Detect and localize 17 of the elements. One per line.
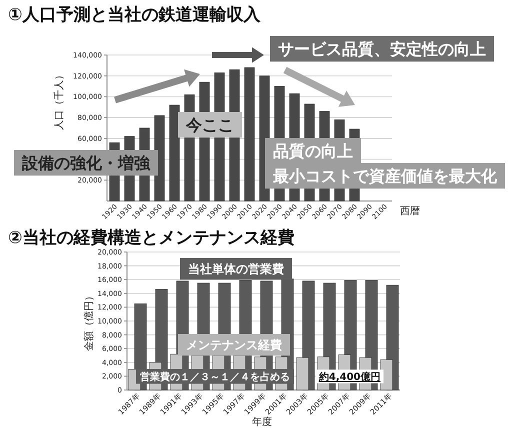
annotation: サービス品質、安定性の向上: [278, 40, 486, 59]
annotation: 今ここ: [185, 116, 234, 135]
annotation: 品質の向上: [273, 142, 353, 161]
annotation: 約4,400億円: [318, 371, 380, 384]
y-axis-title: 人口（千人）: [53, 70, 65, 130]
y-axis-title: 金額（億円）: [83, 291, 95, 351]
annotation: 最小コストで資産価値を最大化: [272, 166, 498, 186]
bar: [169, 104, 180, 202]
x-axis-title: 西暦: [400, 206, 420, 217]
x-axis-title: 年度: [252, 416, 272, 428]
chart-title: ②当社の経費構造とメンテナンス経費: [8, 228, 294, 248]
series-label: 当社単体の営業費: [188, 262, 284, 276]
chart-title: ①人口予測と当社の鉄道運輸収入: [8, 5, 262, 25]
bar: [244, 67, 255, 202]
annotation: 設備の強化・増強: [21, 154, 151, 173]
series-label: メンテナンス経費: [186, 338, 282, 352]
annotation: 営業費の１／３～１／４を占める: [140, 371, 290, 383]
